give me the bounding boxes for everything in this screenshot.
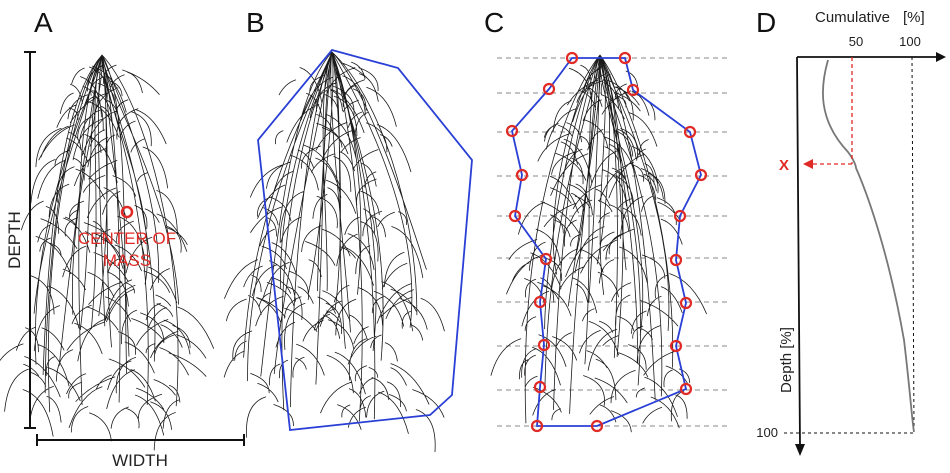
- root-strands: [0, 54, 214, 451]
- hundred-percent-guide: [911, 56, 915, 433]
- depth-100-label: 100: [756, 425, 778, 440]
- root-system-a: [0, 54, 214, 451]
- boundary-marker: [537, 338, 551, 352]
- panel-c-letter: C: [484, 7, 504, 38]
- cumulative-curve: [822, 59, 915, 433]
- boundary-marker: [539, 252, 553, 266]
- boundary-marker: [515, 168, 529, 182]
- boundary-marker: [533, 380, 547, 394]
- depth-axis-arrowhead: [795, 444, 805, 456]
- cumulative-label: Cumulative: [815, 9, 890, 26]
- convex-hull-outline: [257, 48, 473, 431]
- width-label: WIDTH: [112, 451, 168, 470]
- panel-a-letter: A: [34, 7, 53, 38]
- center-of-mass-label-line1: CENTER OF: [78, 229, 176, 248]
- root-system-c: [490, 54, 707, 433]
- boundary-marker: [683, 125, 697, 139]
- tick-50-label: 50: [849, 34, 863, 49]
- boundary-marker: [505, 124, 519, 138]
- panel-a: A DEPTH WIDTH CENTER OF MASS: [0, 7, 245, 470]
- median-depth-marker: X: [779, 157, 789, 174]
- slice-boundary-markers: [505, 51, 708, 433]
- panel-d-letter: D: [756, 7, 776, 38]
- depth-axis-label: Depth [%]: [778, 327, 795, 393]
- boundary-marker: [508, 209, 522, 223]
- boundary-marker: [618, 51, 632, 65]
- cumulative-unit: [%]: [903, 9, 925, 26]
- panel-b: B: [223, 7, 473, 453]
- panel-b-letter: B: [246, 7, 265, 38]
- root-strands: [223, 51, 445, 453]
- boundary-marker: [679, 382, 693, 396]
- panel-d: D Cumulative [%] 50 100 100 Depth [%] X: [756, 7, 946, 456]
- boundary-marker: [542, 82, 556, 96]
- median-arrowhead: [803, 159, 813, 169]
- boundary-marker: [530, 419, 544, 433]
- center-of-mass-marker: [120, 205, 134, 219]
- boundary-marker: [533, 295, 547, 309]
- boundary-marker: [669, 339, 683, 353]
- cumulative-axis-arrowhead: [936, 52, 946, 62]
- center-of-mass-label-line2: MASS: [103, 251, 151, 270]
- boundary-marker: [669, 253, 683, 267]
- boundary-marker: [679, 296, 693, 310]
- boundary-marker: [565, 51, 579, 65]
- boundary-marker: [694, 168, 708, 182]
- boundary-marker: [626, 83, 640, 97]
- panel-c: C: [484, 7, 728, 433]
- depth-label: DEPTH: [5, 211, 24, 269]
- boundary-marker: [590, 419, 604, 433]
- boundary-marker: [673, 209, 687, 223]
- root-system-b: [223, 51, 445, 453]
- depth-axis: [796, 56, 801, 447]
- slice-hull-outline: [511, 57, 702, 427]
- root-strands: [490, 54, 707, 433]
- tick-100-label: 100: [899, 34, 921, 49]
